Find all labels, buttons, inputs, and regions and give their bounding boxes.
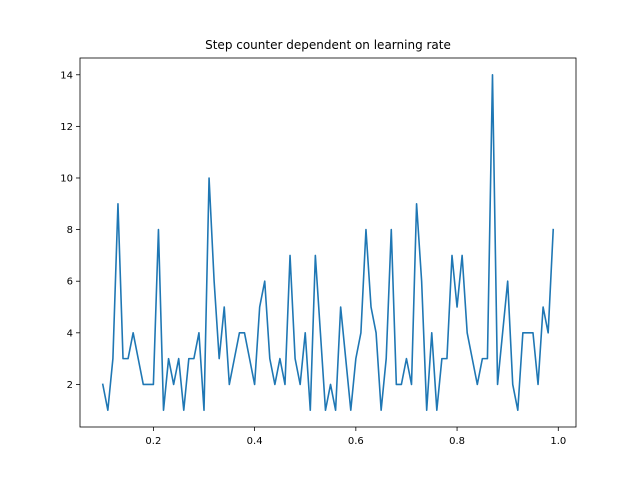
x-tick-label: 0.6 [348,436,364,447]
x-tick-label: 0.8 [449,436,465,447]
x-tick-label: 0.2 [145,436,161,447]
series-line [101,73,555,412]
x-tick-label: 1.0 [550,436,566,447]
y-tick-label: 6 [67,277,73,288]
chart-title: Step counter dependent on learning rate [205,38,451,52]
x-tick-label: 0.4 [247,436,263,447]
y-tick-label: 8 [67,225,73,236]
plot-area [101,73,555,412]
y-tick-label: 4 [67,328,73,339]
x-axis: 0.2 0.4 0.6 0.8 1.0 [145,427,566,447]
y-axis: 2 4 6 8 10 12 14 [60,70,80,391]
y-tick-label: 10 [60,173,73,184]
y-tick-label: 14 [60,70,73,81]
y-tick-label: 2 [67,380,73,391]
axes-frame [79,57,577,428]
y-tick-label: 12 [60,122,73,133]
